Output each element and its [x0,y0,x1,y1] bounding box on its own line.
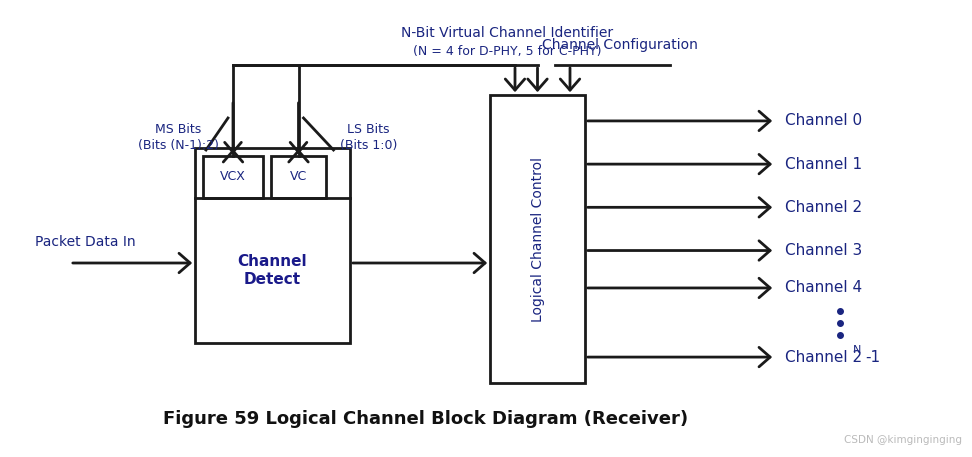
Text: Channel 0: Channel 0 [785,113,862,128]
Text: Channel Configuration: Channel Configuration [542,38,698,52]
Text: VC: VC [290,170,307,184]
Text: -1: -1 [865,350,880,365]
Text: Packet Data In: Packet Data In [35,235,136,249]
Bar [195,148,350,343]
Text: (N = 4 for D-PHY, 5 for C-PHY): (N = 4 for D-PHY, 5 for C-PHY) [413,44,602,58]
Text: VCX: VCX [220,170,246,184]
Text: Channel 2: Channel 2 [785,200,862,215]
Text: (Bits (N-1):2): (Bits (N-1):2) [138,139,219,152]
Text: Channel 2: Channel 2 [785,350,862,365]
Text: Channel 3: Channel 3 [785,243,862,258]
Text: Channel 1: Channel 1 [785,157,862,172]
Text: Logical Channel Control: Logical Channel Control [531,156,544,322]
Text: Channel
Detect: Channel Detect [238,254,307,287]
Text: N: N [853,345,861,355]
Text: (Bits 1:0): (Bits 1:0) [340,139,398,152]
Text: Channel 4: Channel 4 [785,281,862,296]
Text: MS Bits: MS Bits [155,123,201,136]
Bar [490,95,585,383]
Text: Figure 59 Logical Channel Block Diagram (Receiver): Figure 59 Logical Channel Block Diagram … [163,410,688,428]
Text: LS Bits: LS Bits [347,123,390,136]
Bar [271,156,326,198]
Text: CSDN @kimginginging: CSDN @kimginginging [844,435,962,445]
Text: N-Bit Virtual Channel Identifier: N-Bit Virtual Channel Identifier [401,26,613,40]
Bar [203,156,263,198]
